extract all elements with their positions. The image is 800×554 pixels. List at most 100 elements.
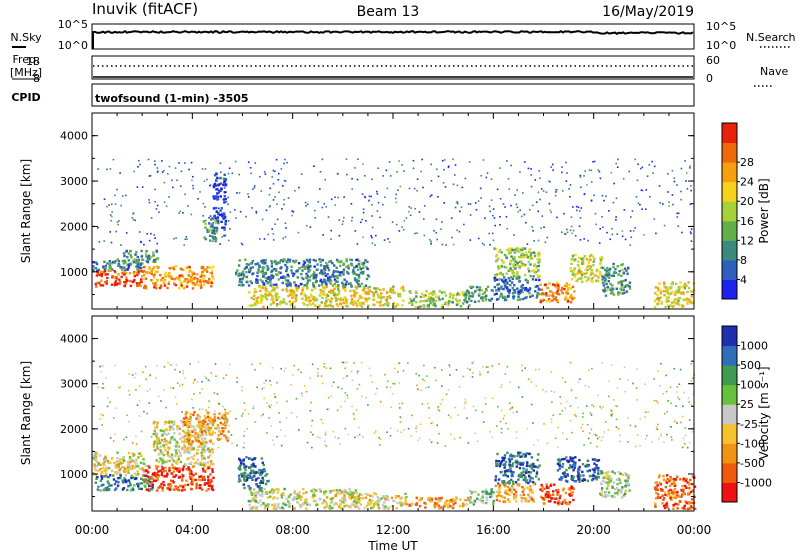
data-point [163, 475, 167, 478]
data-point [654, 488, 658, 492]
data-point [493, 247, 496, 250]
data-point [363, 291, 366, 294]
beam-title: Beam 13 [357, 4, 420, 20]
data-point [261, 476, 264, 480]
data-point [153, 284, 156, 287]
data-point [586, 184, 588, 186]
data-point [533, 263, 536, 266]
data-point [323, 271, 326, 274]
data-point [260, 481, 263, 484]
data-point [324, 265, 327, 268]
data-point [280, 276, 283, 279]
data-point [181, 440, 184, 443]
data-point [429, 301, 432, 305]
data-point [534, 278, 538, 281]
data-point [322, 491, 326, 494]
data-point [118, 278, 121, 281]
data-point [682, 490, 685, 493]
data-point [206, 423, 210, 426]
data-point [319, 279, 322, 283]
data-point [511, 464, 514, 468]
data-point [208, 281, 211, 285]
data-point [351, 493, 355, 497]
data-point [430, 240, 432, 243]
data-point [245, 475, 249, 478]
data-point [588, 255, 592, 258]
data-point [281, 492, 285, 496]
data-point [559, 494, 562, 497]
data-point [193, 425, 196, 429]
data-point [570, 270, 573, 273]
data-point [486, 498, 489, 502]
data-point [363, 507, 366, 510]
data-point [664, 493, 667, 497]
data-point [612, 271, 616, 275]
data-point [540, 495, 543, 498]
data-point [584, 170, 586, 172]
data-point [159, 445, 162, 448]
data-point [495, 459, 498, 463]
data-point [617, 158, 619, 161]
data-point [594, 458, 597, 462]
data-point [531, 294, 534, 297]
data-point [621, 263, 624, 266]
data-point [146, 233, 149, 235]
data-point [224, 426, 227, 430]
data-point [155, 258, 158, 261]
data-point [295, 497, 299, 500]
data-point [418, 211, 421, 213]
data-point [353, 277, 357, 280]
data-point [671, 282, 674, 286]
data-point [489, 243, 491, 246]
data-point [253, 492, 256, 495]
data-point [480, 197, 482, 199]
data-point [591, 276, 594, 279]
data-point [320, 283, 324, 286]
data-point [624, 489, 627, 493]
data-point [203, 457, 206, 460]
data-point [506, 160, 508, 162]
data-point [361, 272, 365, 275]
data-point [139, 284, 143, 288]
data-point [217, 191, 221, 194]
data-point [551, 294, 554, 297]
data-point [113, 483, 117, 486]
data-point [617, 273, 620, 276]
data-point [428, 496, 432, 500]
data-point [342, 262, 345, 265]
data-point [145, 271, 149, 274]
data-point [446, 506, 450, 509]
data-point [451, 498, 454, 501]
data-point [280, 259, 283, 262]
data-point [424, 506, 427, 509]
data-point [462, 502, 465, 505]
data-point [359, 503, 362, 506]
data-point [665, 296, 669, 299]
data-point [553, 501, 556, 504]
data-point [665, 481, 669, 484]
data-point [207, 426, 211, 429]
nsky-label: N.Sky [10, 31, 42, 44]
data-point [305, 498, 308, 501]
data-point [603, 480, 607, 484]
data-point [508, 463, 511, 466]
data-point [193, 276, 197, 280]
data-point [306, 279, 310, 283]
data-point [579, 217, 582, 219]
data-point [554, 296, 557, 299]
data-point [148, 484, 151, 487]
data-point [412, 167, 415, 170]
data-point [268, 206, 271, 208]
data-point [282, 502, 285, 505]
data-point [265, 209, 268, 212]
data-point [175, 451, 178, 455]
data-point [538, 260, 541, 263]
data-point [252, 188, 254, 190]
data-point [458, 293, 461, 296]
data-point [160, 458, 163, 462]
data-point [300, 272, 303, 276]
data-point [101, 284, 105, 287]
data-point [303, 265, 307, 269]
data-point [326, 304, 329, 308]
data-point [644, 208, 647, 210]
